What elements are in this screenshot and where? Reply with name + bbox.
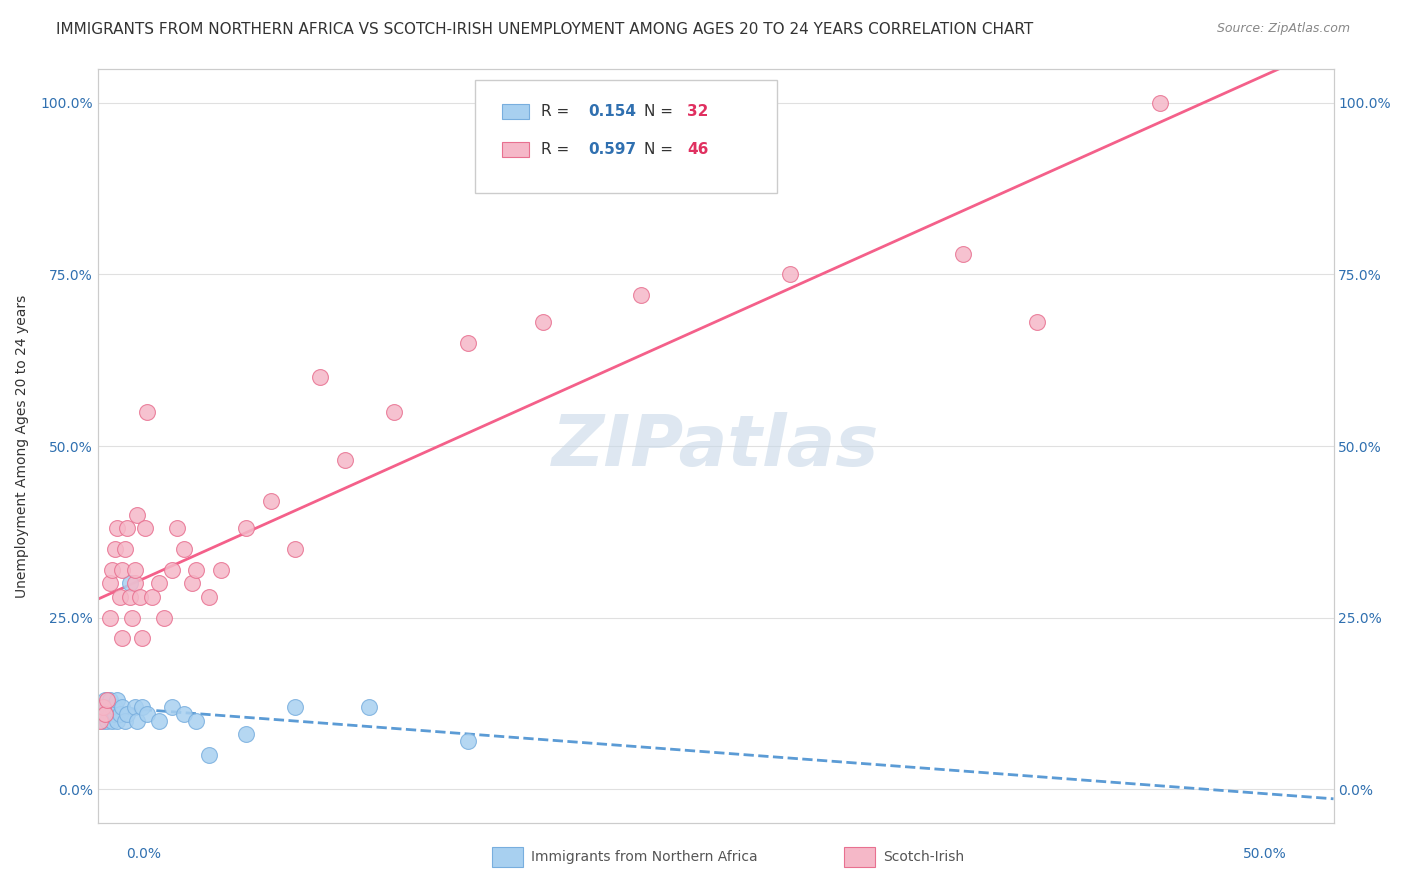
Text: 32: 32 xyxy=(688,104,709,119)
Text: 0.597: 0.597 xyxy=(588,142,637,157)
Point xyxy=(186,714,208,728)
Point xyxy=(94,706,117,721)
Point xyxy=(457,734,479,748)
Point xyxy=(148,576,170,591)
Point xyxy=(108,590,131,604)
Point xyxy=(124,562,146,576)
Point xyxy=(111,631,134,645)
Point xyxy=(630,288,652,302)
Point xyxy=(127,508,149,522)
FancyBboxPatch shape xyxy=(502,142,529,157)
Point xyxy=(124,576,146,591)
Y-axis label: Unemployment Among Ages 20 to 24 years: Unemployment Among Ages 20 to 24 years xyxy=(15,294,30,598)
Point xyxy=(259,494,281,508)
Point xyxy=(94,706,117,721)
Point xyxy=(382,405,405,419)
Point xyxy=(186,562,208,576)
Point xyxy=(1025,316,1047,330)
Text: R =: R = xyxy=(541,104,575,119)
Text: R =: R = xyxy=(541,142,575,157)
Point xyxy=(127,714,149,728)
Point xyxy=(104,699,127,714)
Point xyxy=(98,706,121,721)
Point xyxy=(101,699,124,714)
Text: 50.0%: 50.0% xyxy=(1243,847,1286,861)
Point xyxy=(108,706,131,721)
Point xyxy=(209,562,232,576)
Point xyxy=(160,562,183,576)
Point xyxy=(136,706,159,721)
Point xyxy=(96,699,118,714)
Point xyxy=(94,693,117,707)
Point xyxy=(309,370,332,384)
Point xyxy=(153,610,176,624)
Text: Source: ZipAtlas.com: Source: ZipAtlas.com xyxy=(1216,22,1350,36)
Point xyxy=(124,699,146,714)
Point xyxy=(131,631,153,645)
Point xyxy=(89,714,111,728)
Point xyxy=(284,541,307,556)
Point xyxy=(117,521,139,535)
Point xyxy=(136,405,159,419)
Text: 0.154: 0.154 xyxy=(588,104,637,119)
Point xyxy=(173,541,195,556)
Point xyxy=(114,714,136,728)
Point xyxy=(779,268,801,282)
Point xyxy=(117,706,139,721)
Point xyxy=(91,714,114,728)
Text: N =: N = xyxy=(644,142,678,157)
Point xyxy=(160,699,183,714)
FancyBboxPatch shape xyxy=(475,80,778,193)
Point xyxy=(121,610,143,624)
Point xyxy=(118,576,141,591)
Point xyxy=(104,706,127,721)
Point xyxy=(101,714,124,728)
Point xyxy=(166,521,188,535)
Text: Immigrants from Northern Africa: Immigrants from Northern Africa xyxy=(531,850,758,864)
Point xyxy=(173,706,195,721)
Point xyxy=(531,316,554,330)
Point xyxy=(105,521,128,535)
Point xyxy=(98,576,121,591)
Point xyxy=(91,699,114,714)
Point xyxy=(111,562,134,576)
Point xyxy=(284,699,307,714)
Text: IMMIGRANTS FROM NORTHERN AFRICA VS SCOTCH-IRISH UNEMPLOYMENT AMONG AGES 20 TO 24: IMMIGRANTS FROM NORTHERN AFRICA VS SCOTC… xyxy=(56,22,1033,37)
Point xyxy=(89,699,111,714)
Text: N =: N = xyxy=(644,104,678,119)
Point xyxy=(98,693,121,707)
Point xyxy=(235,727,257,741)
Point xyxy=(141,590,163,604)
Point xyxy=(128,590,150,604)
Point xyxy=(96,693,118,707)
Point xyxy=(111,699,134,714)
Point xyxy=(105,714,128,728)
Text: 0.0%: 0.0% xyxy=(127,847,162,861)
Point xyxy=(148,714,170,728)
Point xyxy=(114,541,136,556)
Point xyxy=(134,521,156,535)
Point xyxy=(98,610,121,624)
Text: 46: 46 xyxy=(688,142,709,157)
Point xyxy=(1149,95,1171,110)
Point xyxy=(180,576,202,591)
Point xyxy=(198,747,221,762)
Point xyxy=(104,541,127,556)
Point xyxy=(457,336,479,351)
Point xyxy=(952,247,974,261)
Text: Scotch-Irish: Scotch-Irish xyxy=(883,850,965,864)
Point xyxy=(105,693,128,707)
Point xyxy=(359,699,381,714)
Point xyxy=(118,590,141,604)
Point xyxy=(333,452,356,467)
Point xyxy=(96,714,118,728)
Text: ZIPatlas: ZIPatlas xyxy=(553,411,879,481)
Point xyxy=(101,562,124,576)
Point xyxy=(198,590,221,604)
Point xyxy=(131,699,153,714)
FancyBboxPatch shape xyxy=(502,104,529,120)
Point xyxy=(235,521,257,535)
